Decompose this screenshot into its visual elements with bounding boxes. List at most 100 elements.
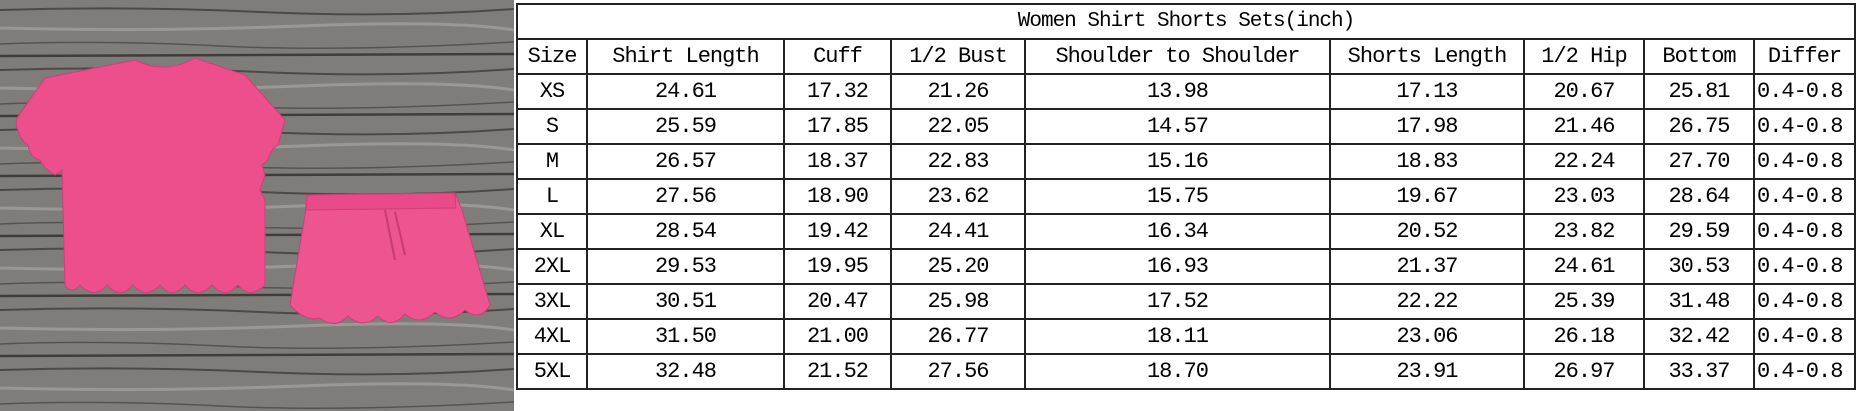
measurement-cell: 23.62 (890, 178, 1026, 215)
size-cell: 3XL (516, 283, 588, 320)
table-row: M 26.57 18.37 22.83 15.16 18.83 22.24 27.70 0.4-… (516, 143, 1856, 180)
measurement-cell: 18.37 (783, 143, 892, 180)
measurement-cell: 18.70 (1024, 353, 1331, 390)
measurement-cell: 0.4-0.8 (1753, 108, 1856, 145)
measurement-cell: 16.93 (1024, 248, 1331, 285)
measurement-cell: 20.52 (1329, 213, 1525, 250)
measurement-cell: 25.98 (890, 283, 1026, 320)
measurement-cell: 30.53 (1643, 248, 1755, 285)
measurement-cell: 26.18 (1523, 318, 1645, 355)
measurement-cell: 22.05 (890, 108, 1026, 145)
measurement-cell: 24.41 (890, 213, 1026, 250)
measurement-cell: 25.20 (890, 248, 1026, 285)
title-row: Women Shirt Shorts Sets(inch) (516, 3, 1856, 40)
measurement-cell: 20.47 (783, 283, 892, 320)
column-header: 1/2 Hip (1523, 38, 1645, 75)
table-row: 4XL 31.50 21.00 26.77 18.11 23.06 26.18 32.42 0.… (516, 318, 1856, 355)
table-row: XL 28.54 19.42 24.41 16.34 20.52 23.82 29.59 0.4… (516, 213, 1856, 250)
measurement-cell: 22.22 (1329, 283, 1525, 320)
column-header: Bottom (1643, 38, 1755, 75)
measurement-cell: 24.61 (1523, 248, 1645, 285)
column-header: Differ (1753, 38, 1856, 75)
table-row: L 27.56 18.90 23.62 15.75 19.67 23.03 28.64 0.4-… (516, 178, 1856, 215)
measurement-cell: 16.34 (1024, 213, 1331, 250)
measurement-cell: 0.4-0.8 (1753, 283, 1856, 320)
measurement-cell: 21.00 (783, 318, 892, 355)
size-cell: S (516, 108, 588, 145)
column-header: Size (516, 38, 588, 75)
measurement-cell: 25.81 (1643, 73, 1755, 110)
measurement-cell: 0.4-0.8 (1753, 248, 1856, 285)
table-row: S 25.59 17.85 22.05 14.57 17.98 21.46 26.75 0.4-… (516, 108, 1856, 145)
product-photo (0, 0, 514, 411)
measurement-cell: 27.56 (586, 178, 785, 215)
measurement-cell: 29.53 (586, 248, 785, 285)
measurement-cell: 17.13 (1329, 73, 1525, 110)
measurement-cell: 27.56 (890, 353, 1026, 390)
measurement-cell: 32.42 (1643, 318, 1755, 355)
measurement-cell: 30.51 (586, 283, 785, 320)
size-cell: XS (516, 73, 588, 110)
measurement-cell: 19.67 (1329, 178, 1525, 215)
measurement-cell: 25.39 (1523, 283, 1645, 320)
measurement-cell: 31.48 (1643, 283, 1755, 320)
measurement-cell: 33.37 (1643, 353, 1755, 390)
measurement-cell: 15.16 (1024, 143, 1331, 180)
measurement-cell: 26.57 (586, 143, 785, 180)
measurement-cell: 21.37 (1329, 248, 1525, 285)
measurement-cell: 0.4-0.8 (1753, 178, 1856, 215)
measurement-cell: 17.32 (783, 73, 892, 110)
size-cell: 5XL (516, 353, 588, 390)
table-row: 5XL 32.48 21.52 27.56 18.70 23.91 26.97 33.37 0.… (516, 353, 1856, 390)
measurement-cell: 21.26 (890, 73, 1026, 110)
measurement-cell: 23.82 (1523, 213, 1645, 250)
measurement-cell: 23.91 (1329, 353, 1525, 390)
measurement-cell: 22.24 (1523, 143, 1645, 180)
measurement-cell: 32.48 (586, 353, 785, 390)
table-title: Women Shirt Shorts Sets(inch) (516, 3, 1856, 40)
column-header: 1/2 Bust (890, 38, 1026, 75)
measurement-cell: 21.52 (783, 353, 892, 390)
measurement-cell: 17.85 (783, 108, 892, 145)
table-row: XS 24.61 17.32 21.26 13.98 17.13 20.67 25.81 0.4… (516, 73, 1856, 110)
measurement-cell: 17.52 (1024, 283, 1331, 320)
size-cell: XL (516, 213, 588, 250)
measurement-cell: 25.59 (586, 108, 785, 145)
measurement-cell: 0.4-0.8 (1753, 353, 1856, 390)
measurement-cell: 28.64 (1643, 178, 1755, 215)
measurement-cell: 0.4-0.8 (1753, 318, 1856, 355)
header-row: Size Shirt Length Cuff 1/2 Bust Shoulder to … (516, 38, 1856, 75)
measurement-cell: 13.98 (1024, 73, 1331, 110)
measurement-cell: 0.4-0.8 (1753, 73, 1856, 110)
measurement-cell: 26.75 (1643, 108, 1755, 145)
measurement-cell: 15.75 (1024, 178, 1331, 215)
shirt (15, 57, 286, 293)
measurement-cell: 0.4-0.8 (1753, 213, 1856, 250)
column-header: Shirt Length (586, 38, 785, 75)
measurement-cell: 23.03 (1523, 178, 1645, 215)
measurement-cell: 19.42 (783, 213, 892, 250)
measurement-cell: 24.61 (586, 73, 785, 110)
measurement-cell: 28.54 (586, 213, 785, 250)
size-cell: 2XL (516, 248, 588, 285)
measurement-cell: 20.67 (1523, 73, 1645, 110)
size-cell: L (516, 178, 588, 215)
measurement-cell: 17.98 (1329, 108, 1525, 145)
measurement-cell: 0.4-0.8 (1753, 143, 1856, 180)
measurement-cell: 22.83 (890, 143, 1026, 180)
measurement-cell: 18.83 (1329, 143, 1525, 180)
measurement-cell: 21.46 (1523, 108, 1645, 145)
size-cell: M (516, 143, 588, 180)
size-chart-table: Women Shirt Shorts Sets(inch) Size Shirt … (516, 3, 1856, 390)
measurement-cell: 19.95 (783, 248, 892, 285)
column-header: Shoulder to Shoulder (1024, 38, 1331, 75)
measurement-cell: 31.50 (586, 318, 785, 355)
column-header: Shorts Length (1329, 38, 1525, 75)
measurement-cell: 26.97 (1523, 353, 1645, 390)
measurement-cell: 18.11 (1024, 318, 1331, 355)
measurement-cell: 18.90 (783, 178, 892, 215)
column-header: Cuff (783, 38, 892, 75)
measurement-cell: 27.70 (1643, 143, 1755, 180)
size-cell: 4XL (516, 318, 588, 355)
shorts (289, 192, 491, 324)
